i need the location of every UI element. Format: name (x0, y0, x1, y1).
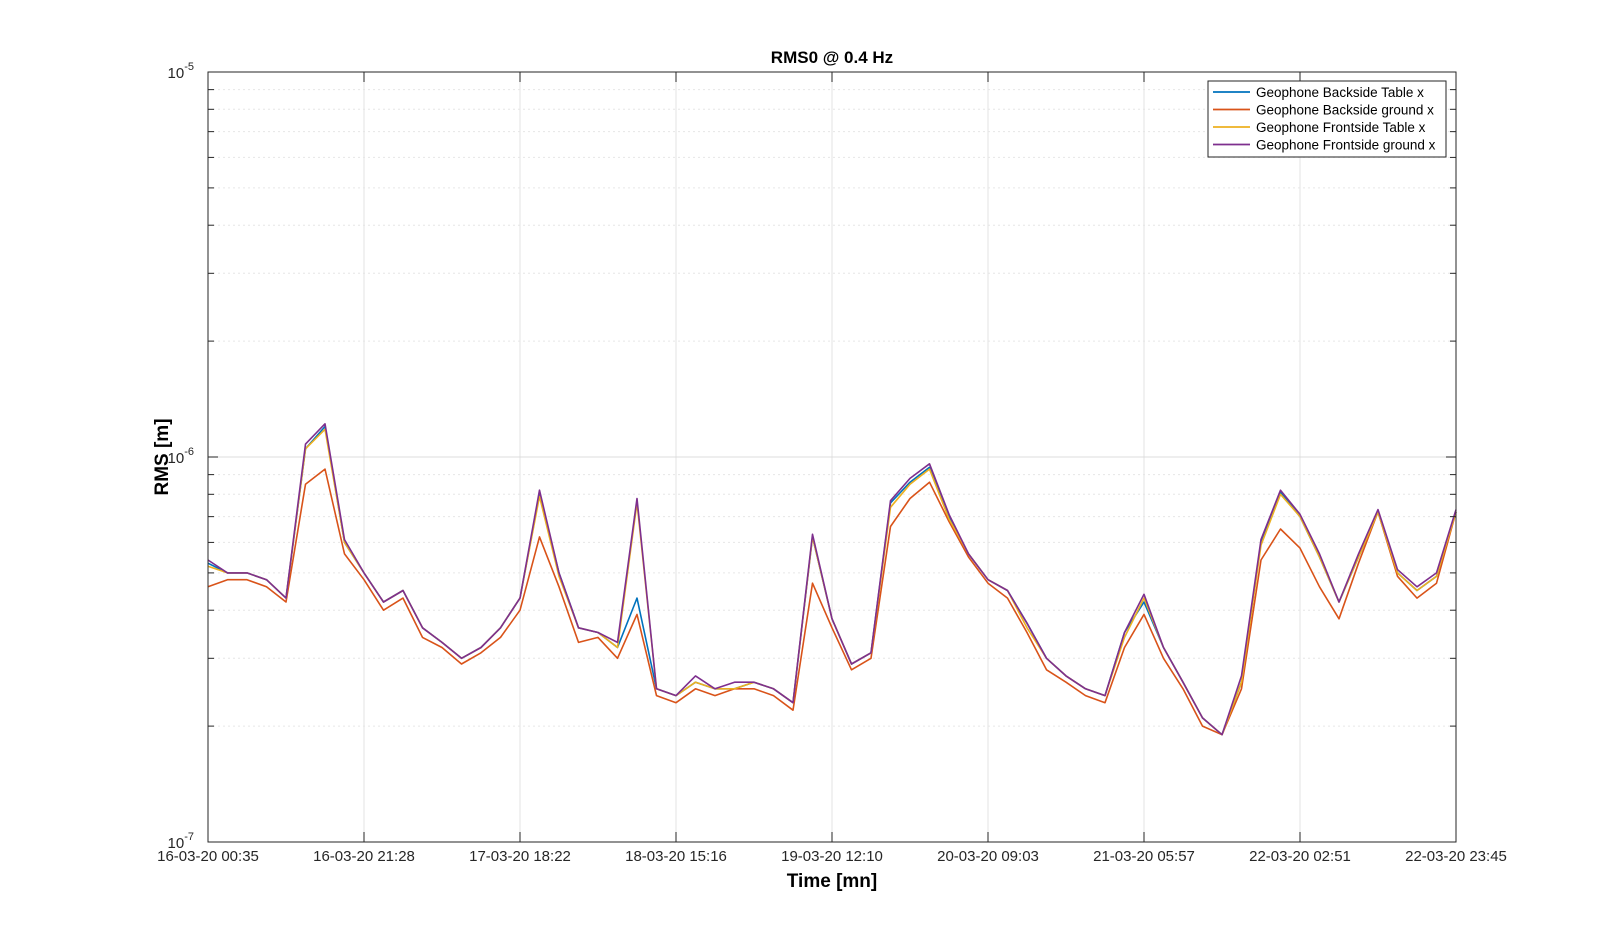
y-tick-label: 10-6 (168, 446, 194, 467)
x-tick-label: 20-03-20 09:03 (937, 848, 1039, 865)
x-tick-label: 16-03-20 00:35 (157, 848, 259, 865)
chart-title: RMS0 @ 0.4 Hz (771, 48, 893, 67)
series-line-4 (207, 422, 1457, 736)
x-tick-label: 19-03-20 12:10 (781, 848, 883, 865)
legend-label: Geophone Backside Table x (1256, 85, 1424, 100)
series-line-2 (207, 468, 1457, 736)
legend-label: Geophone Frontside Table x (1256, 120, 1426, 135)
legend-entries: Geophone Backside Table x Geophone Backsi… (1213, 85, 1436, 153)
y-tick-label: 10-5 (168, 61, 194, 82)
x-tick-label: 21-03-20 05:57 (1093, 848, 1195, 865)
series-layer (207, 422, 1457, 736)
legend: Geophone Backside Table x Geophone Backsi… (1207, 80, 1447, 158)
x-tick-label: 17-03-20 18:22 (469, 848, 571, 865)
x-tick-label: 22-03-20 02:51 (1249, 848, 1351, 865)
y-axis-label: RMS [m] (152, 418, 173, 495)
x-tick-label: 16-03-20 21:28 (313, 848, 415, 865)
x-axis-label: Time [mn] (787, 871, 877, 892)
legend-label: Geophone Frontside ground x (1256, 138, 1436, 153)
y-tick-label: 10-7 (168, 831, 194, 852)
x-tick-labels: 16-03-20 00:35 16-03-20 21:28 17-03-20 18:… (157, 848, 1507, 865)
x-tick-label: 22-03-20 23:45 (1405, 848, 1507, 865)
x-tick-label: 18-03-20 15:16 (625, 848, 727, 865)
y-tick-labels: 10-7 10-6 10-5 (168, 61, 194, 852)
legend-label: Geophone Backside ground x (1256, 103, 1434, 118)
tick-layer (207, 71, 1457, 843)
